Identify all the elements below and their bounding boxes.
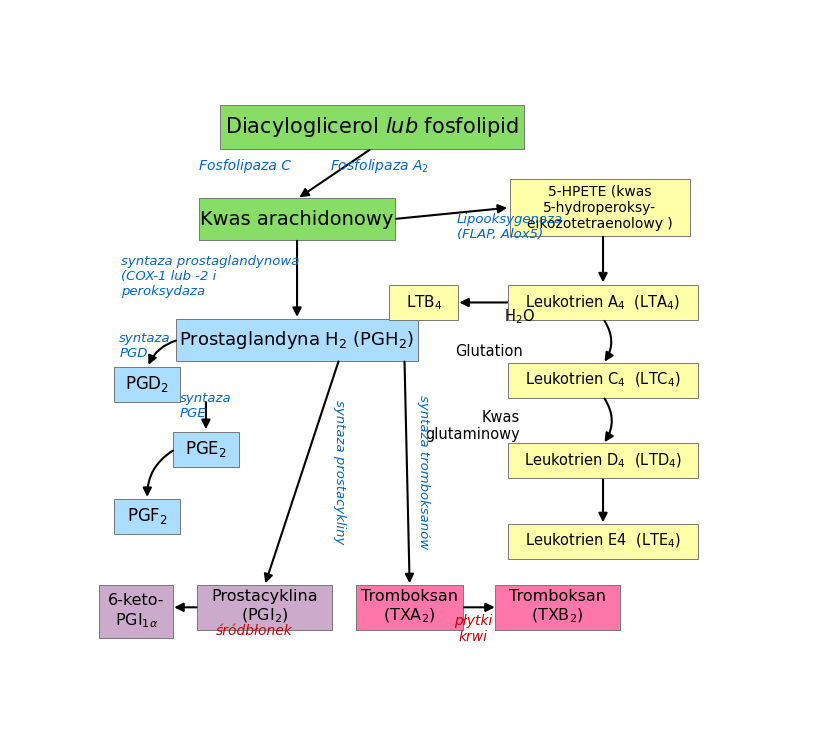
- Text: Kwas
glutaminowy: Kwas glutaminowy: [426, 410, 520, 442]
- Text: Diacyloglicerol $\it{lub}$ fosfolipid: Diacyloglicerol $\it{lub}$ fosfolipid: [225, 115, 519, 139]
- Text: syntaza tromboksanów: syntaza tromboksanów: [417, 395, 430, 549]
- Text: Tromboksan
(TXA$_2$): Tromboksan (TXA$_2$): [361, 589, 458, 625]
- FancyBboxPatch shape: [173, 432, 239, 467]
- FancyBboxPatch shape: [508, 285, 698, 320]
- FancyBboxPatch shape: [508, 524, 698, 559]
- Text: 6-keto-
PGI$_{1\alpha}$: 6-keto- PGI$_{1\alpha}$: [108, 593, 165, 630]
- Text: PGF$_2$: PGF$_2$: [127, 506, 168, 527]
- FancyBboxPatch shape: [99, 585, 173, 637]
- Text: Leukotrien C$_4$  (LTC$_4$): Leukotrien C$_4$ (LTC$_4$): [525, 371, 681, 389]
- Text: syntaza prostacykliny: syntaza prostacykliny: [333, 400, 346, 545]
- Text: Fosfolipaza C: Fosfolipaza C: [198, 158, 291, 173]
- Text: Fosfolipaza A$_2$: Fosfolipaza A$_2$: [329, 157, 428, 175]
- FancyBboxPatch shape: [356, 585, 463, 630]
- Text: Leukotrien E4  (LTE$_4$): Leukotrien E4 (LTE$_4$): [525, 532, 681, 551]
- Text: Kwas arachidonowy: Kwas arachidonowy: [201, 210, 394, 229]
- FancyBboxPatch shape: [176, 319, 417, 361]
- Text: Leukotrien D$_4$  (LTD$_4$): Leukotrien D$_4$ (LTD$_4$): [524, 451, 682, 470]
- Text: PGD$_2$: PGD$_2$: [125, 374, 170, 394]
- Text: śródbłonek: śródbłonek: [216, 624, 292, 639]
- FancyBboxPatch shape: [199, 199, 395, 240]
- FancyBboxPatch shape: [508, 443, 698, 478]
- Text: płytki
krwi: płytki krwi: [454, 614, 492, 644]
- FancyBboxPatch shape: [508, 362, 698, 397]
- Text: Leukotrien A$_4$  (LTA$_4$): Leukotrien A$_4$ (LTA$_4$): [525, 294, 680, 311]
- Text: LTB$_4$: LTB$_4$: [406, 293, 443, 311]
- FancyBboxPatch shape: [390, 285, 459, 320]
- Text: Prostacyklina
(PGI$_2$): Prostacyklina (PGI$_2$): [211, 589, 318, 625]
- Text: syntaza
PGE: syntaza PGE: [180, 392, 232, 420]
- Text: PGE$_2$: PGE$_2$: [185, 439, 227, 459]
- Text: Lipooksygenaza
(FLAP, Alox5): Lipooksygenaza (FLAP, Alox5): [457, 213, 563, 241]
- Text: syntaza
PGD: syntaza PGD: [119, 332, 171, 359]
- Text: syntaza prostaglandynowa
(COX-1 lub -2 i
peroksydaza: syntaza prostaglandynowa (COX-1 lub -2 i…: [121, 255, 300, 298]
- FancyBboxPatch shape: [510, 179, 690, 236]
- Text: 5-HPETE (kwas
5-hydroperoksy-
eikozotetraenolowy ): 5-HPETE (kwas 5-hydroperoksy- eikozotetr…: [527, 185, 673, 231]
- Text: Tromboksan
(TXB$_2$): Tromboksan (TXB$_2$): [509, 589, 606, 625]
- FancyBboxPatch shape: [114, 367, 181, 402]
- FancyBboxPatch shape: [496, 585, 620, 630]
- FancyBboxPatch shape: [220, 105, 523, 149]
- FancyBboxPatch shape: [114, 499, 181, 534]
- FancyBboxPatch shape: [197, 585, 332, 630]
- Text: Prostaglandyna H$_2$ (PGH$_2$): Prostaglandyna H$_2$ (PGH$_2$): [180, 329, 415, 351]
- Text: H$_2$O: H$_2$O: [504, 308, 534, 326]
- Text: Glutation: Glutation: [455, 344, 523, 359]
